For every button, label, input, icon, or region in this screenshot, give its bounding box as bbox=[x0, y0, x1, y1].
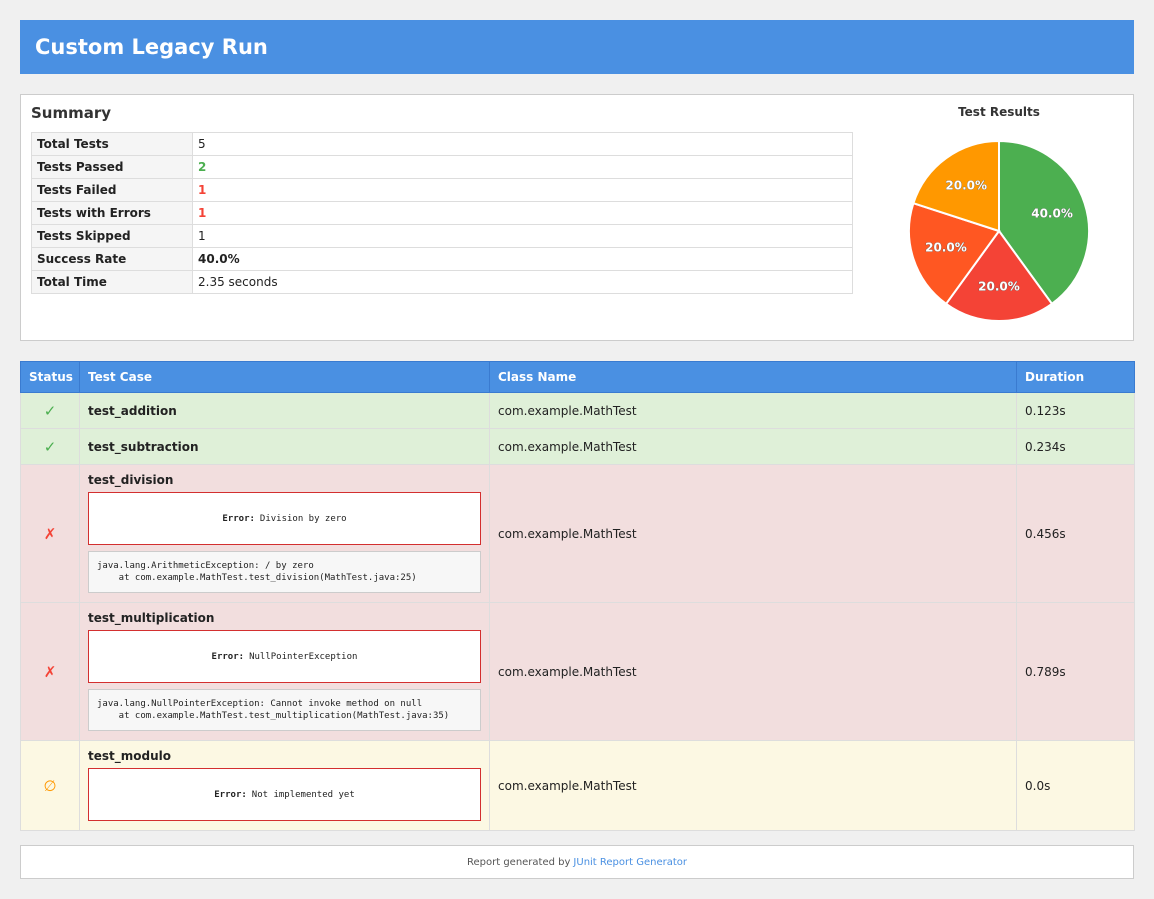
summary-row-tests-passed: Tests Passed 2 bbox=[31, 155, 853, 179]
test-case-name: test_addition bbox=[79, 392, 490, 429]
check-icon: ✓ bbox=[20, 392, 80, 429]
pie-slice bbox=[908, 201, 1001, 306]
chart-title: Test Results bbox=[958, 105, 1040, 119]
report-footer: Report generated by JUnit Report Generat… bbox=[20, 845, 1134, 879]
error-message: Division by zero bbox=[259, 513, 347, 524]
footer-text: Report generated by bbox=[466, 856, 571, 868]
test-case-cell: test_multiplication Error: NullPointerEx… bbox=[79, 602, 490, 741]
error-message-box: Error: Division by zero bbox=[88, 492, 481, 545]
summary-heading: Summary bbox=[31, 104, 112, 122]
summary-value: 1 bbox=[192, 224, 853, 248]
summary-label: Tests Skipped bbox=[31, 224, 193, 248]
summary-value: 40.0% bbox=[192, 247, 853, 271]
column-header-class-name: Class Name bbox=[489, 361, 1017, 393]
cross-icon: ✗ bbox=[20, 602, 80, 741]
summary-row-tests-failed: Tests Failed 1 bbox=[31, 178, 853, 202]
check-icon: ✓ bbox=[20, 428, 80, 465]
summary-label: Tests Passed bbox=[31, 155, 193, 179]
skip-icon: ∅ bbox=[20, 740, 80, 831]
test-results-pie-chart: 40.0% 20.0% 20.0% 20.0% bbox=[908, 139, 1090, 322]
pie-slice bbox=[998, 139, 1090, 306]
summary-label: Total Tests bbox=[31, 132, 193, 156]
table-row: ∅ test_modulo Error: Not implemented yet… bbox=[20, 740, 1135, 831]
error-label: Error: bbox=[214, 789, 247, 800]
table-row: ✗ test_division Error: Division by zero … bbox=[20, 464, 1135, 603]
error-message: NullPointerException bbox=[249, 651, 358, 662]
summary-panel: Summary Total Tests 5 Tests Passed 2 Tes… bbox=[20, 94, 1134, 341]
class-name: com.example.MathTest bbox=[489, 428, 1017, 465]
error-message-box: Error: Not implemented yet bbox=[88, 768, 481, 821]
summary-row-total-tests: Total Tests 5 bbox=[31, 132, 853, 156]
summary-row-success-rate: Success Rate 40.0% bbox=[31, 247, 853, 271]
duration: 0.234s bbox=[1016, 428, 1135, 465]
column-header-status: Status bbox=[20, 361, 80, 393]
pie-slice-label: 20.0% bbox=[945, 178, 987, 192]
error-label: Error: bbox=[222, 513, 255, 524]
error-label: Error: bbox=[211, 651, 245, 662]
class-name: com.example.MathTest bbox=[489, 464, 1017, 603]
test-case-cell: test_division Error: Division by zero ja… bbox=[79, 464, 490, 603]
summary-value: 1 bbox=[192, 201, 853, 225]
summary-label: Tests Failed bbox=[31, 178, 193, 202]
test-case-name: test_modulo bbox=[88, 749, 171, 763]
table-header-row: Status Test Case Class Name Duration bbox=[20, 361, 1135, 393]
column-header-duration: Duration bbox=[1016, 361, 1135, 393]
stack-trace: java.lang.NullPointerException: Cannot i… bbox=[88, 689, 481, 731]
class-name: com.example.MathTest bbox=[489, 740, 1017, 831]
test-case-name: test_subtraction bbox=[79, 428, 490, 465]
duration: 0.789s bbox=[1016, 602, 1135, 741]
test-results-table: Status Test Case Class Name Duration ✓ t… bbox=[20, 361, 1135, 831]
summary-table: Total Tests 5 Tests Passed 2 Tests Faile… bbox=[31, 132, 853, 294]
duration: 0.456s bbox=[1016, 464, 1135, 603]
summary-value: 2.35 seconds bbox=[192, 270, 853, 294]
column-header-test-case: Test Case bbox=[79, 361, 490, 393]
class-name: com.example.MathTest bbox=[489, 392, 1017, 429]
summary-value: 1 bbox=[192, 178, 853, 202]
pie-slice-label: 40.0% bbox=[1031, 206, 1073, 220]
summary-label: Total Time bbox=[31, 270, 193, 294]
error-message: Not implemented yet bbox=[251, 789, 355, 800]
summary-value: 2 bbox=[192, 155, 853, 179]
summary-row-tests-skipped: Tests Skipped 1 bbox=[31, 224, 853, 248]
test-case-name: test_division bbox=[88, 473, 174, 487]
report-header: Custom Legacy Run bbox=[20, 20, 1134, 74]
test-case-name: test_multiplication bbox=[88, 611, 215, 625]
duration: 0.0s bbox=[1016, 740, 1135, 831]
summary-row-total-time: Total Time 2.35 seconds bbox=[31, 270, 853, 294]
junit-report-generator-link[interactable]: JUnit Report Generator bbox=[573, 856, 688, 868]
error-message-box: Error: NullPointerException bbox=[88, 630, 481, 683]
cross-icon: ✗ bbox=[20, 464, 80, 603]
table-row: ✓ test_subtraction com.example.MathTest … bbox=[20, 428, 1135, 465]
summary-row-tests-with-errors: Tests with Errors 1 bbox=[31, 201, 853, 225]
table-row: ✓ test_addition com.example.MathTest 0.1… bbox=[20, 392, 1135, 429]
table-row: ✗ test_multiplication Error: NullPointer… bbox=[20, 602, 1135, 741]
report-title: Custom Legacy Run bbox=[35, 35, 268, 59]
pie-slice-label: 20.0% bbox=[925, 241, 967, 255]
class-name: com.example.MathTest bbox=[489, 602, 1017, 741]
duration: 0.123s bbox=[1016, 392, 1135, 429]
test-case-cell: test_modulo Error: Not implemented yet bbox=[79, 740, 490, 831]
pie-slice-label: 20.0% bbox=[978, 279, 1020, 293]
summary-label: Tests with Errors bbox=[31, 201, 193, 225]
stack-trace: java.lang.ArithmeticException: / by zero… bbox=[88, 551, 481, 593]
summary-value: 5 bbox=[192, 132, 853, 156]
summary-label: Success Rate bbox=[31, 247, 193, 271]
pie-slice bbox=[912, 139, 1000, 233]
pie-slice bbox=[944, 229, 1054, 322]
